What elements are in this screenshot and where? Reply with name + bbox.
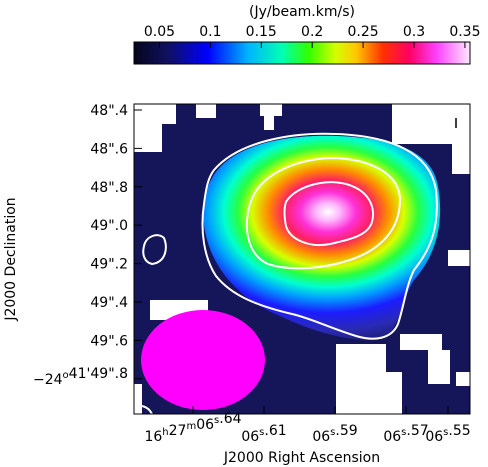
x-tick-label: 06s.59 bbox=[312, 423, 357, 445]
y-tick-label: 49".6 bbox=[90, 333, 128, 349]
contour-middle bbox=[245, 156, 402, 270]
contour-outer bbox=[201, 132, 438, 340]
colorbar-label: (Jy/beam.km/s) bbox=[249, 4, 355, 20]
y-tick-label: 49".0 bbox=[90, 218, 128, 234]
y-tick-label: 49".4 bbox=[90, 295, 128, 311]
beam-ellipse bbox=[141, 310, 265, 410]
y-tick-label: 48".4 bbox=[90, 103, 128, 119]
colorbar: (Jy/beam.km/s) 0.05 0.1 0.15 0.2 0.25 0.3 0.35 bbox=[133, 4, 480, 65]
x-tick-label: 06s.57 bbox=[383, 423, 428, 445]
contour-inner bbox=[283, 181, 374, 246]
x-tick-label: 06s.61 bbox=[241, 423, 286, 445]
colorbar-tick-label: 0.35 bbox=[449, 24, 480, 40]
x-tick-label: 16h27m06s.64 bbox=[144, 411, 241, 445]
colorbar-tick-label: 0.1 bbox=[199, 24, 221, 40]
colorbar-tick-label: 0.05 bbox=[144, 24, 175, 40]
y-tick-label: 49".2 bbox=[90, 257, 128, 273]
y-tick-label: −24o41'49".8 bbox=[33, 366, 128, 388]
colorbar-tick-label: 0.15 bbox=[246, 24, 277, 40]
contour-small-west bbox=[142, 234, 167, 266]
x-axis-label: J2000 Right Ascension bbox=[223, 450, 380, 466]
y-tick-label: 48".6 bbox=[90, 141, 128, 157]
colorbar-gradient bbox=[133, 41, 471, 65]
colorbar-tick-label: 0.2 bbox=[301, 24, 323, 40]
emission-region bbox=[203, 135, 441, 340]
contour-corner bbox=[134, 405, 153, 414]
colorbar-ticks: 0.05 0.1 0.15 0.2 0.25 0.3 0.35 bbox=[144, 24, 480, 48]
plot-area bbox=[134, 104, 470, 414]
y-tick-label: 48".8 bbox=[90, 180, 128, 196]
colorbar-tick-label: 0.3 bbox=[403, 24, 425, 40]
plot-frame bbox=[133, 103, 471, 415]
y-axis-ticks: 48".4 48".6 48".8 49".0 49".2 49".4 49".6 −24o4… bbox=[33, 103, 142, 388]
colorbar-tick-label: 0.25 bbox=[348, 24, 379, 40]
y-axis-label: J2000 Declination bbox=[3, 197, 19, 321]
x-tick-label: 06s.55 bbox=[425, 423, 470, 445]
